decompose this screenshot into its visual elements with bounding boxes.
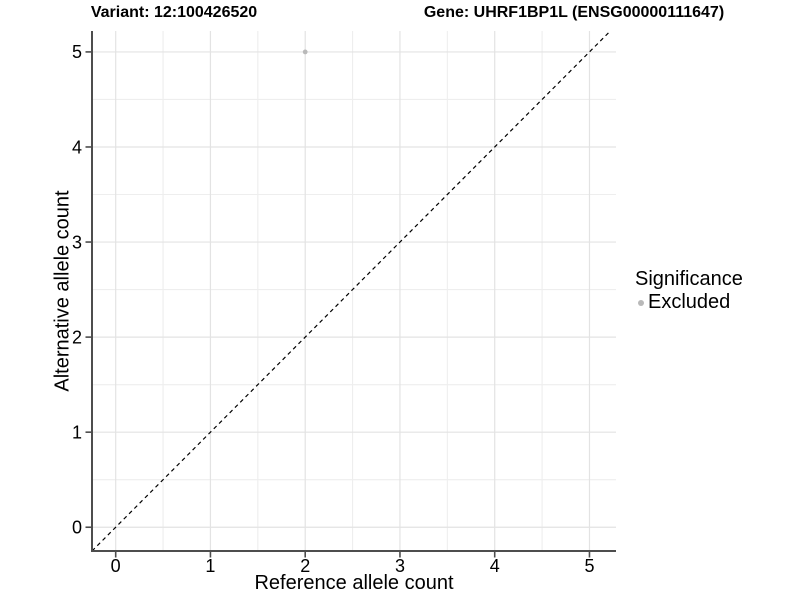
data-point (302, 49, 308, 55)
x-tick-label: 1 (205, 556, 215, 576)
legend-item-excluded: Excluded (634, 292, 743, 313)
legend: Significance Excluded (634, 268, 743, 313)
x-tick-labels: 0 1 2 3 4 5 (111, 556, 595, 576)
y-tick-label: 1 (72, 422, 82, 442)
x-tick-label: 3 (395, 556, 405, 576)
axis-tick-marks (85, 51, 591, 558)
legend-item-label: Excluded (648, 291, 731, 313)
y-tick-labels: 0 1 2 3 4 5 (72, 42, 82, 537)
x-tick-label: 5 (584, 556, 594, 576)
legend-title: Significance (635, 268, 743, 290)
data-points (302, 49, 308, 55)
x-tick-label: 4 (490, 556, 500, 576)
y-tick-label: 5 (72, 42, 82, 62)
y-tick-label: 0 (72, 518, 82, 538)
x-tick-label: 2 (300, 556, 310, 576)
x-axis-title: Reference allele count (254, 572, 454, 594)
excluded-point-icon (638, 299, 644, 306)
major-gridlines (92, 31, 616, 551)
axis-lines (91, 31, 616, 552)
minor-gridlines (92, 31, 616, 551)
y-tick-label: 3 (72, 232, 82, 252)
variant-title: Variant: 12:100426520 (90, 4, 258, 21)
y-tick-label: 2 (72, 327, 82, 347)
x-tick-label: 0 (111, 556, 121, 576)
gene-title: Gene: UHRF1BP1L (ENSG00000111647) (423, 4, 725, 21)
y-axis-title: Alternative allele count (51, 190, 74, 392)
identity-dashed-line (91, 30, 611, 552)
y-tick-label: 4 (72, 137, 82, 157)
